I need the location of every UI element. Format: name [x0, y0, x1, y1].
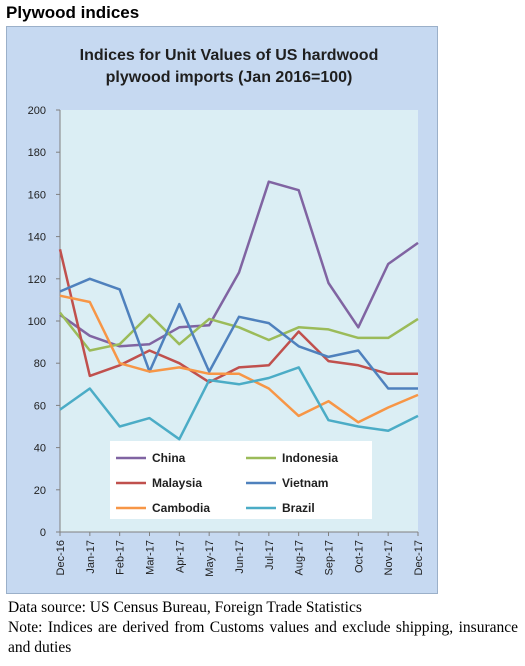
legend-label-cambodia: Cambodia — [152, 501, 210, 515]
x-tick-label: Jan-17 — [85, 540, 97, 574]
y-tick-label: 0 — [40, 527, 46, 539]
y-tick-label: 140 — [28, 232, 46, 244]
y-tick-label: 180 — [28, 147, 46, 159]
section-heading: Plywood indices — [6, 3, 140, 22]
x-tick-label: Mar-17 — [145, 540, 157, 575]
legend-label-china: China — [152, 451, 186, 465]
series-line-brazil — [59, 366, 419, 441]
x-tick-label: Oct-17 — [353, 540, 365, 573]
line-chart: Indices for Unit Values of US hardwood p… — [28, 47, 425, 577]
y-tick-label: 200 — [28, 105, 46, 117]
legend-label-vietnam: Vietnam — [282, 476, 328, 490]
x-tick-label: Feb-17 — [115, 540, 127, 575]
series-line-malaysia — [58, 249, 418, 384]
x-tick-label: Apr-17 — [174, 540, 186, 573]
x-tick-label: Jul-17 — [264, 540, 276, 570]
y-tick-label: 80 — [34, 358, 46, 370]
y-tick-label: 120 — [28, 274, 46, 286]
data-source-note: Data source: US Census Bureau, Foreign T… — [8, 599, 362, 616]
x-tick-label: Sep-17 — [324, 540, 336, 575]
legend-label-malaysia: Malaysia — [152, 476, 202, 490]
chart-title-line-2: plywood imports (Jan 2016=100) — [106, 69, 353, 86]
series-line-china — [59, 180, 419, 348]
y-tick-label: 40 — [34, 443, 46, 455]
y-tick-label: 100 — [28, 316, 46, 328]
y-tick-label: 20 — [34, 485, 46, 497]
legend-label-brazil: Brazil — [282, 501, 315, 515]
x-tick-label: Jun-17 — [234, 540, 246, 574]
y-tick-label: 60 — [34, 400, 46, 412]
footnote: Note: Indices are derived from Customs v… — [8, 619, 518, 656]
legend-label-indonesia: Indonesia — [282, 451, 338, 465]
legend-box — [110, 441, 372, 519]
series-line-vietnam — [59, 277, 418, 390]
series-line-cambodia — [59, 294, 419, 424]
chart-title-line-1: Indices for Unit Values of US hardwood — [80, 47, 379, 64]
series-line-indonesia — [59, 311, 419, 352]
x-tick-label: Dec-17 — [413, 540, 425, 575]
x-tick-label: Dec-16 — [55, 540, 67, 575]
x-tick-label: Aug-17 — [294, 540, 306, 575]
x-tick-label: Nov-17 — [383, 540, 395, 575]
x-tick-label: May-17 — [204, 540, 216, 577]
y-tick-label: 160 — [28, 189, 46, 201]
